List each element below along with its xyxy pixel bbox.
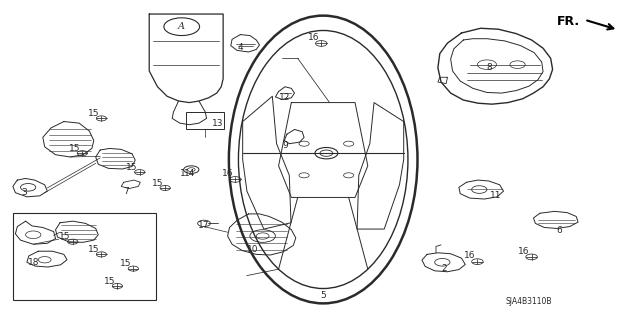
- Text: 12: 12: [279, 93, 291, 102]
- Text: 3: 3: [21, 188, 27, 197]
- Text: 4: 4: [237, 43, 243, 52]
- Text: 15: 15: [60, 233, 71, 241]
- Text: FR.: FR.: [557, 15, 580, 28]
- Text: 15: 15: [88, 109, 100, 118]
- Text: 15: 15: [88, 245, 100, 254]
- Text: 15: 15: [69, 144, 81, 153]
- Text: SJA4B3110B: SJA4B3110B: [506, 297, 552, 306]
- Text: 18: 18: [28, 258, 39, 267]
- Text: 5: 5: [320, 291, 326, 300]
- Text: 11: 11: [490, 191, 501, 200]
- Text: 16: 16: [518, 247, 530, 256]
- Text: 15: 15: [104, 277, 115, 286]
- Text: 16: 16: [222, 169, 234, 178]
- Text: 6: 6: [556, 226, 562, 235]
- Text: 13: 13: [212, 119, 224, 128]
- Bar: [186, 112, 225, 130]
- Text: 7: 7: [123, 187, 129, 196]
- Text: 15: 15: [152, 179, 163, 188]
- Text: 16: 16: [308, 33, 319, 42]
- Text: A: A: [178, 22, 185, 31]
- Text: 2: 2: [442, 264, 447, 273]
- Text: 14: 14: [184, 169, 195, 178]
- Text: 8: 8: [486, 63, 492, 72]
- Text: 9: 9: [282, 141, 288, 150]
- Text: 15: 15: [126, 163, 138, 172]
- Text: 1: 1: [180, 169, 186, 178]
- Text: 15: 15: [120, 259, 131, 268]
- Text: 17: 17: [198, 221, 210, 230]
- Text: 10: 10: [247, 245, 259, 254]
- Text: 16: 16: [464, 251, 476, 260]
- Bar: [13, 213, 156, 300]
